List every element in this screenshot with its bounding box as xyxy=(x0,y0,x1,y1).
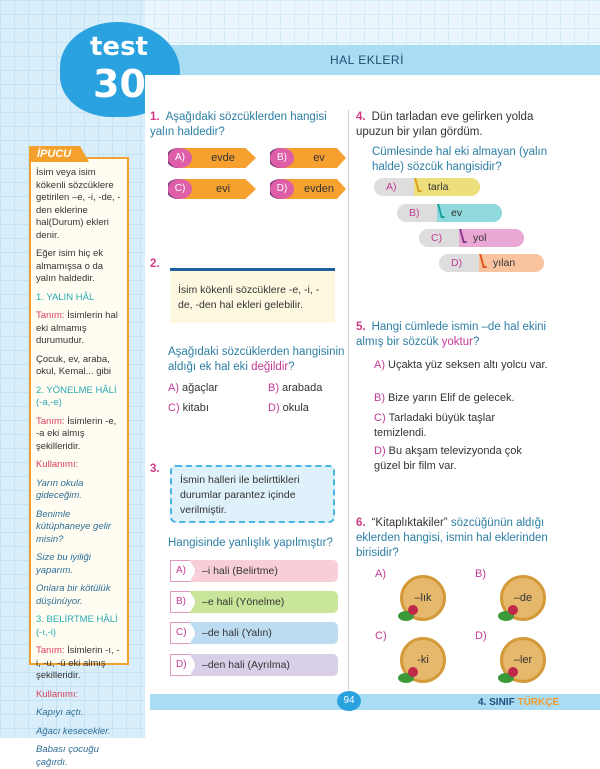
leaf-decoration xyxy=(498,611,514,621)
q6-option-b-label[interactable]: B) xyxy=(475,568,486,580)
q5-option-d[interactable]: D) Bu akşam televizyonda çok güzel bir fi… xyxy=(374,445,522,472)
tip-example: Onlara bir kötülük düşünüyor. xyxy=(36,583,111,607)
tip-example: Babası çocuğu çağırdı. xyxy=(36,744,99,768)
tip-def: Tanım: İsimlerin hal eki almamış durumud… xyxy=(36,310,118,346)
flower-decoration xyxy=(408,605,418,615)
flower-decoration xyxy=(508,667,518,677)
tip-box: İsim veya isim kökenli sözcüklere getiri… xyxy=(29,157,129,768)
q5-option-a[interactable]: A) Uçakta yüz seksen altı yolcu var. xyxy=(374,359,548,371)
question-3: Hangisinde yanlışlık yapılmıştır? xyxy=(168,537,333,549)
q3-option-d[interactable]: D) –den hali (Ayrılma) xyxy=(170,654,338,676)
q1-option-c[interactable]: C) evi xyxy=(168,179,256,199)
q4-option-b[interactable]: B) ev xyxy=(397,204,502,222)
q4-option-d[interactable]: D) yılan xyxy=(439,254,544,272)
question-2: Aşağıdaki sözcüklerden hangisinin aldığı… xyxy=(168,346,345,373)
q2-option-d[interactable]: D) okula xyxy=(268,402,309,414)
tip-label: İPUCU xyxy=(29,146,89,162)
tip-heading: 2. YÖNELME HÂLİ (-a,-e) xyxy=(36,384,117,409)
q4-option-c[interactable]: C) yol xyxy=(419,229,524,247)
tip-example: Yarın okula gideceğim. xyxy=(36,477,84,502)
q1-option-b[interactable]: B) ev xyxy=(270,148,346,168)
question-6: 6. “Kitaplıktakiler” sözcüğünün aldığı ek… xyxy=(356,517,548,559)
q5-option-b[interactable]: B) Bize yarın Elif de gelecek. xyxy=(374,392,515,404)
tip-text: İsim veya isim kökenli sözcüklere getiri… xyxy=(36,167,121,241)
q1-option-d[interactable]: D) evden xyxy=(270,179,346,199)
q4-option-a[interactable]: A) tarla xyxy=(374,178,480,196)
badge-top: test xyxy=(90,32,148,62)
question-5: 5. Hangi cümlede ismin –de hal ekini almı… xyxy=(356,321,547,348)
q6-option-a-label[interactable]: A) xyxy=(375,568,386,580)
flower-decoration xyxy=(408,667,418,677)
tip-example: Çocuk, ev, araba, okul, Kemal... gibi xyxy=(36,353,111,378)
q6-option-c-label[interactable]: C) xyxy=(375,630,387,642)
tip-def: Tanım: İsimlerin -ı, -i, -u, -ü eki almı… xyxy=(36,645,120,681)
tip-usage-label: Kullanımı: xyxy=(36,459,79,470)
tip-text: Eğer isim hiç ek almamışsa o da yalın ha… xyxy=(36,248,104,284)
q3-note: İsmin halleri ile belirttikleri durumlar… xyxy=(170,465,335,523)
tip-heading: 1. YALIN HÂL xyxy=(36,291,95,303)
title-band: HAL EKLERİ xyxy=(110,45,600,75)
q3-option-c[interactable]: C) –de hali (Yalın) xyxy=(170,622,338,644)
tip-example: Kapıyı açtı. xyxy=(36,707,84,718)
q6-option-d-label[interactable]: D) xyxy=(475,630,487,642)
tip-example: Ağacı kesecekler. xyxy=(36,725,111,737)
q2-note: İsim kökenli sözcüklere -e, -i, -de, -de… xyxy=(170,268,335,323)
q2-option-a[interactable]: A) ağaçlar xyxy=(168,382,219,394)
q6-option-d[interactable]: –ler xyxy=(500,637,546,683)
q5-option-c[interactable]: C) Tarladaki büyük taşlar temizlendi. xyxy=(374,412,495,439)
tip-example: Size bu iyiliği yaparım. xyxy=(36,552,91,576)
brand-label: 4. SINIF TÜRKÇE xyxy=(478,697,560,708)
footer-band xyxy=(150,694,600,710)
q2-option-c[interactable]: C) kitabı xyxy=(168,402,209,414)
page-title: HAL EKLERİ xyxy=(330,53,404,67)
tip-usage-label: Kullanımı: xyxy=(36,688,79,700)
leaf-decoration xyxy=(498,673,514,683)
question-1: 1. Aşağıdaki sözcüklerden hangisi yalın h… xyxy=(150,111,327,138)
q3-option-a[interactable]: A) –i hali (Belirtme) xyxy=(170,560,338,582)
page-number: 94 xyxy=(337,691,361,711)
question-4-ask: Cümlesinde hal eki almayan (yalın halde)… xyxy=(372,146,548,173)
q2-option-b[interactable]: B) arabada xyxy=(268,382,323,394)
leaf-decoration xyxy=(398,673,414,683)
question-3-number: 3. xyxy=(150,463,160,475)
q3-option-b[interactable]: B) –e hali (Yönelme) xyxy=(170,591,338,613)
question-2-number: 2. xyxy=(150,258,160,270)
q1-option-a[interactable]: A) evde xyxy=(168,148,256,168)
question-4: 4. Dün tarladan eve gelirken yolda upuzun… xyxy=(356,111,534,138)
tip-heading: 3. BELİRTME HÂLİ (-ı,-i) xyxy=(36,614,118,638)
column-divider xyxy=(348,110,349,690)
tip-example: Benimle kütüphaneye gelir misin? xyxy=(36,508,111,545)
badge-number: 30 xyxy=(93,62,146,106)
tip-def: Tanım: İsimlerin -e, -a eki almış şekill… xyxy=(36,415,117,452)
leaf-decoration xyxy=(398,611,414,621)
flower-decoration xyxy=(508,605,518,615)
